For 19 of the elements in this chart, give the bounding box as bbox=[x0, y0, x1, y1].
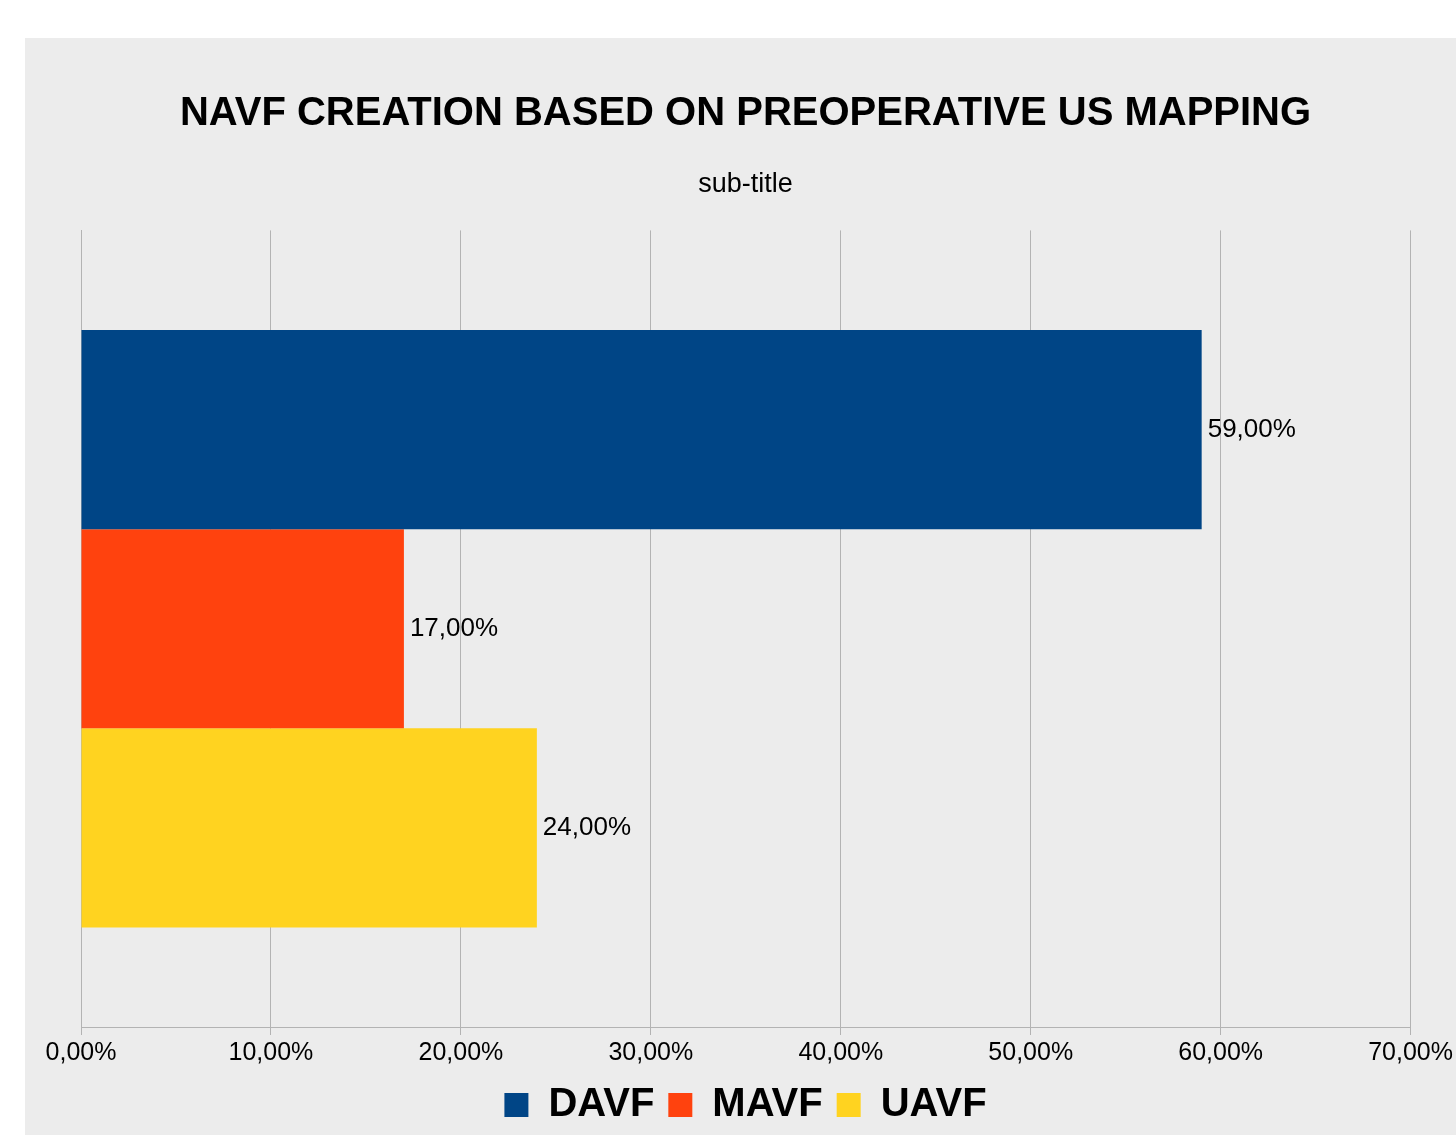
x-tick-label: 10,00% bbox=[228, 1036, 314, 1065]
x-tick-label: 0,00% bbox=[45, 1036, 117, 1065]
x-tick-label: 50,00% bbox=[988, 1036, 1074, 1065]
legend-label: UAVF bbox=[880, 1080, 987, 1125]
x-tick-label: 70,00% bbox=[1368, 1036, 1453, 1065]
data-label: 17,00% bbox=[409, 611, 499, 642]
x-tick-label: 20,00% bbox=[418, 1036, 504, 1065]
bar bbox=[81, 529, 404, 729]
chart-title: NAVF CREATION BASED ON PREOPERATIVE US MAPPING bbox=[179, 89, 1312, 134]
x-tick-label: 30,00% bbox=[608, 1036, 694, 1065]
bar bbox=[81, 728, 537, 928]
x-tick-label: 60,00% bbox=[1178, 1036, 1264, 1065]
bar bbox=[81, 329, 1202, 530]
legend-label: DAVF bbox=[548, 1080, 655, 1125]
legend-label: MAVF bbox=[712, 1080, 823, 1125]
data-label: 24,00% bbox=[542, 811, 632, 842]
chart-subtitle: sub-title bbox=[698, 167, 793, 198]
data-label: 59,00% bbox=[1207, 412, 1296, 443]
x-tick-label: 40,00% bbox=[798, 1036, 884, 1065]
